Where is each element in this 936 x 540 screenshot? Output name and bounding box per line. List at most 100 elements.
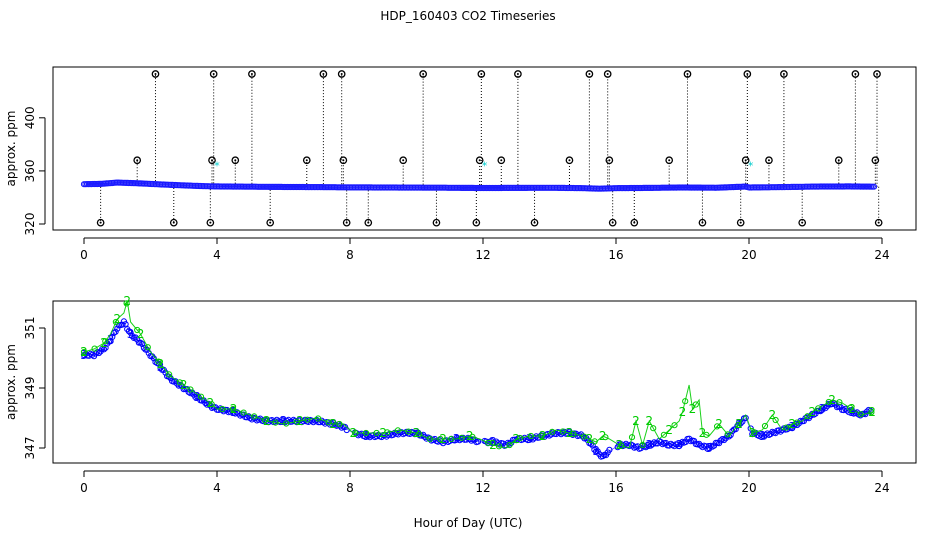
outlier-dot bbox=[837, 159, 840, 162]
co2-green-point bbox=[857, 411, 864, 418]
outlier-ring bbox=[96, 218, 105, 227]
co2-green-point bbox=[112, 318, 120, 326]
outlier-low-point bbox=[736, 218, 745, 227]
outlier-ring bbox=[208, 156, 216, 165]
outlier-low-point bbox=[630, 218, 639, 227]
co2-green-label: 2 bbox=[539, 429, 547, 443]
outlier-dot bbox=[746, 73, 749, 75]
co2-green-point bbox=[581, 433, 588, 440]
outlier-high-point bbox=[683, 70, 692, 78]
outlier-ring bbox=[530, 218, 539, 227]
y-tick-label: 360 bbox=[23, 159, 37, 182]
co2-green-label: 2 bbox=[665, 423, 673, 437]
outlier-dot bbox=[172, 221, 175, 224]
co2-blue-point bbox=[599, 453, 606, 460]
plot-frame bbox=[52, 66, 917, 231]
outlier-ring bbox=[342, 218, 351, 227]
co2-blue-point bbox=[777, 428, 784, 435]
co2-blue-label: 3 bbox=[645, 438, 653, 452]
outlier-dot bbox=[874, 159, 877, 162]
co2-green-label: 2 bbox=[679, 405, 687, 419]
co2-green-label: 2 bbox=[735, 417, 743, 431]
outlier-mid-point bbox=[475, 156, 484, 165]
co2-green-label: 2 bbox=[113, 312, 121, 326]
co2-green-point bbox=[176, 379, 183, 386]
outlier-ring bbox=[151, 70, 160, 78]
outlier-ring bbox=[472, 218, 481, 227]
cyan-flag-point: * bbox=[748, 160, 754, 173]
x-tick-label: 24 bbox=[874, 248, 889, 262]
plot-frame bbox=[52, 300, 917, 464]
co2-green-label: 2 bbox=[350, 426, 358, 440]
co2-green-label: 2 bbox=[330, 417, 338, 431]
co2-green-point bbox=[219, 405, 226, 413]
outlier-high-point bbox=[419, 70, 427, 78]
co2-green-point bbox=[362, 429, 370, 437]
co2-blue-label: 3 bbox=[848, 405, 856, 419]
co2-blue-label: 3 bbox=[675, 438, 683, 452]
outlier-dot bbox=[154, 73, 157, 75]
co2-blue-point bbox=[747, 425, 754, 432]
outlier-dot bbox=[801, 221, 804, 224]
outlier-dot bbox=[99, 221, 102, 224]
x-tick-label: 16 bbox=[608, 248, 623, 262]
x-tick-label: 0 bbox=[80, 248, 88, 262]
co2-green-point bbox=[559, 428, 566, 435]
outlier-dot bbox=[475, 221, 478, 224]
co2-green-label: 2 bbox=[512, 432, 520, 446]
outlier-dot bbox=[211, 159, 214, 162]
co2-green-point bbox=[538, 432, 545, 440]
co2-blue-point bbox=[129, 332, 136, 340]
co2-blue-point bbox=[114, 325, 121, 332]
baseline-point bbox=[870, 183, 878, 190]
outlier-high-point bbox=[514, 70, 522, 78]
outlier-ring bbox=[585, 70, 594, 78]
co2-green-label: 2 bbox=[489, 438, 497, 452]
outlier-ring bbox=[605, 156, 614, 165]
outlier-ring bbox=[565, 156, 574, 165]
co2-green-label: 2 bbox=[768, 408, 776, 422]
outlier-low-point bbox=[874, 218, 883, 227]
co2-green-point bbox=[229, 405, 237, 413]
co2-blue-point bbox=[95, 349, 103, 357]
co2-green-label: 2 bbox=[379, 426, 387, 440]
x-tick-label: 20 bbox=[741, 248, 756, 262]
outlier-dot bbox=[322, 73, 325, 75]
co2-blue-point bbox=[732, 426, 739, 433]
co2-green-point bbox=[426, 435, 433, 443]
co2-green-point bbox=[660, 431, 668, 438]
outlier-dot bbox=[234, 159, 237, 162]
spike-lines bbox=[100, 74, 880, 223]
outlier-low-point bbox=[364, 218, 373, 227]
co2-green-point bbox=[240, 409, 247, 416]
outlier-dot bbox=[686, 73, 689, 75]
co2-green-point bbox=[735, 421, 742, 428]
co2-green-point bbox=[293, 418, 300, 425]
outlier-low-point bbox=[96, 218, 105, 227]
co2-green-point bbox=[144, 344, 151, 351]
co2-green-point bbox=[517, 435, 524, 442]
co2-blue-point bbox=[840, 407, 847, 414]
outlier-mid-point bbox=[497, 156, 506, 165]
outlier-dot bbox=[367, 221, 370, 224]
co2-green-point bbox=[628, 434, 636, 441]
co2-blue-label: 3 bbox=[107, 333, 115, 347]
outlier-dot bbox=[533, 221, 536, 224]
outlier-high-point bbox=[319, 70, 328, 78]
outlier-dot bbox=[611, 221, 614, 224]
co2-blue-point bbox=[591, 446, 598, 453]
co2-green-point bbox=[336, 420, 343, 428]
co2-green-point bbox=[506, 441, 513, 449]
co2-blue-point bbox=[140, 344, 147, 351]
co2-green-point bbox=[650, 425, 657, 432]
co2-green-point bbox=[639, 441, 646, 449]
outlier-low-point bbox=[432, 218, 441, 227]
outlier-dot bbox=[739, 221, 742, 224]
co2-green-label: 2 bbox=[848, 402, 856, 416]
top-panel: 0 4 8 12 16 20 24 320 360 400 approx. ppm * * * bbox=[4, 66, 917, 262]
cyan-flag-point: * bbox=[482, 160, 488, 173]
outlier-ring bbox=[432, 218, 441, 227]
outlier-dot bbox=[136, 159, 139, 162]
co2-green-point bbox=[815, 405, 822, 412]
